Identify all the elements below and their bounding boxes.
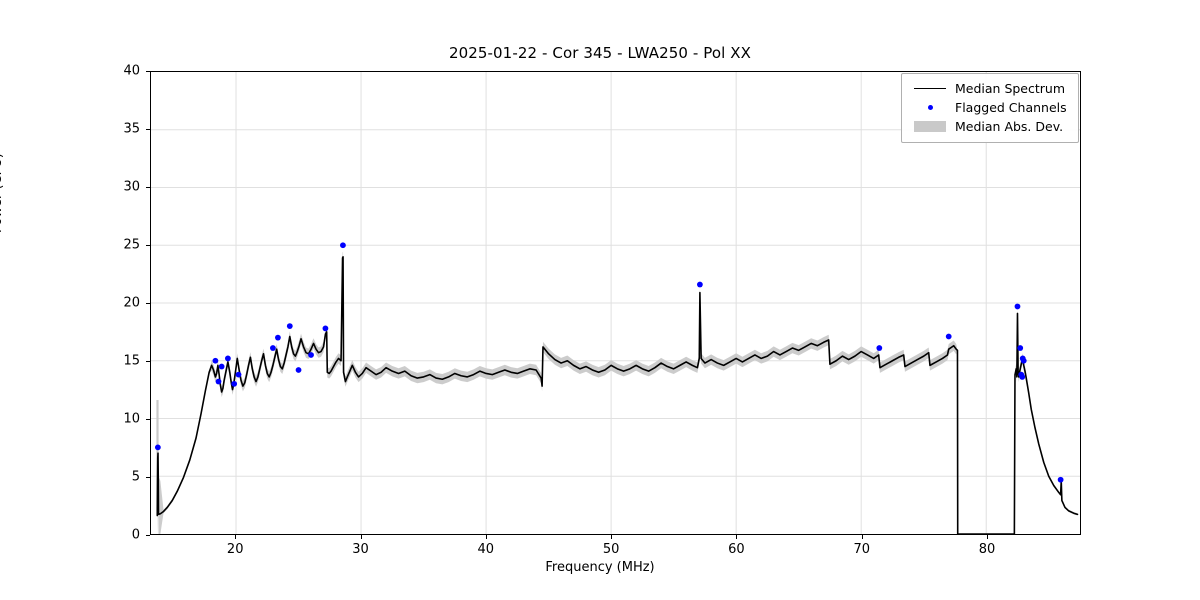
y-axis-tick-label: 40 [123, 63, 140, 79]
x-axis-tick-mark [611, 535, 613, 539]
y-axis-tick-mark [146, 535, 150, 536]
y-axis-tick-label: 10 [123, 411, 140, 427]
legend-dot-swatch [909, 105, 951, 110]
x-axis-tick-label: 60 [728, 542, 745, 557]
flagged-channels-series [154, 242, 1064, 483]
y-axis-tick-label: 5 [131, 469, 140, 485]
legend-label: Median Spectrum [955, 81, 1066, 96]
y-axis-label: Power (CPU) [0, 153, 5, 234]
x-axis-label: Frequency (MHz) [545, 560, 655, 575]
x-axis-tick-label: 50 [602, 542, 620, 557]
chart-legend: Median Spectrum Flagged Channels Median … [901, 73, 1079, 143]
x-axis-tick-mark [861, 535, 863, 539]
x-axis-tick-label: 80 [978, 542, 996, 557]
x-axis-tick-mark [235, 535, 237, 539]
y-axis-tick-label: 30 [123, 179, 140, 195]
y-axis-tick-label: 35 [123, 121, 140, 137]
y-axis-tick-label: 20 [123, 295, 140, 311]
mad-band-series [156, 251, 1078, 534]
page-title: 2025-01-22 - Cor 345 - LWA250 - Pol XX [448, 44, 752, 62]
legend-label: Flagged Channels [955, 100, 1067, 115]
legend-item-median-spectrum: Median Spectrum [909, 79, 1071, 98]
x-axis-tick-label: 70 [853, 542, 870, 557]
x-axis-tick-mark [360, 535, 362, 539]
y-axis-tick-label: 25 [123, 237, 140, 253]
x-axis-tick-label: 20 [226, 542, 244, 557]
x-axis-tick-mark [485, 535, 487, 539]
x-axis-tick-mark [987, 535, 989, 539]
y-axis-tick-label: 0 [131, 527, 140, 543]
legend-label: Median Abs. Dev. [955, 119, 1064, 134]
x-axis-tick-label: 40 [477, 542, 495, 557]
median-spectrum-series [156, 256, 1079, 534]
legend-item-median-abs-dev: Median Abs. Dev. [909, 117, 1071, 136]
y-axis-tick-label: 15 [123, 353, 140, 369]
legend-line-swatch [909, 87, 951, 90]
x-axis-tick-label: 30 [352, 542, 369, 557]
legend-item-flagged-channels: Flagged Channels [909, 98, 1071, 117]
x-axis-tick-mark [736, 535, 738, 539]
legend-patch-swatch [909, 121, 951, 132]
